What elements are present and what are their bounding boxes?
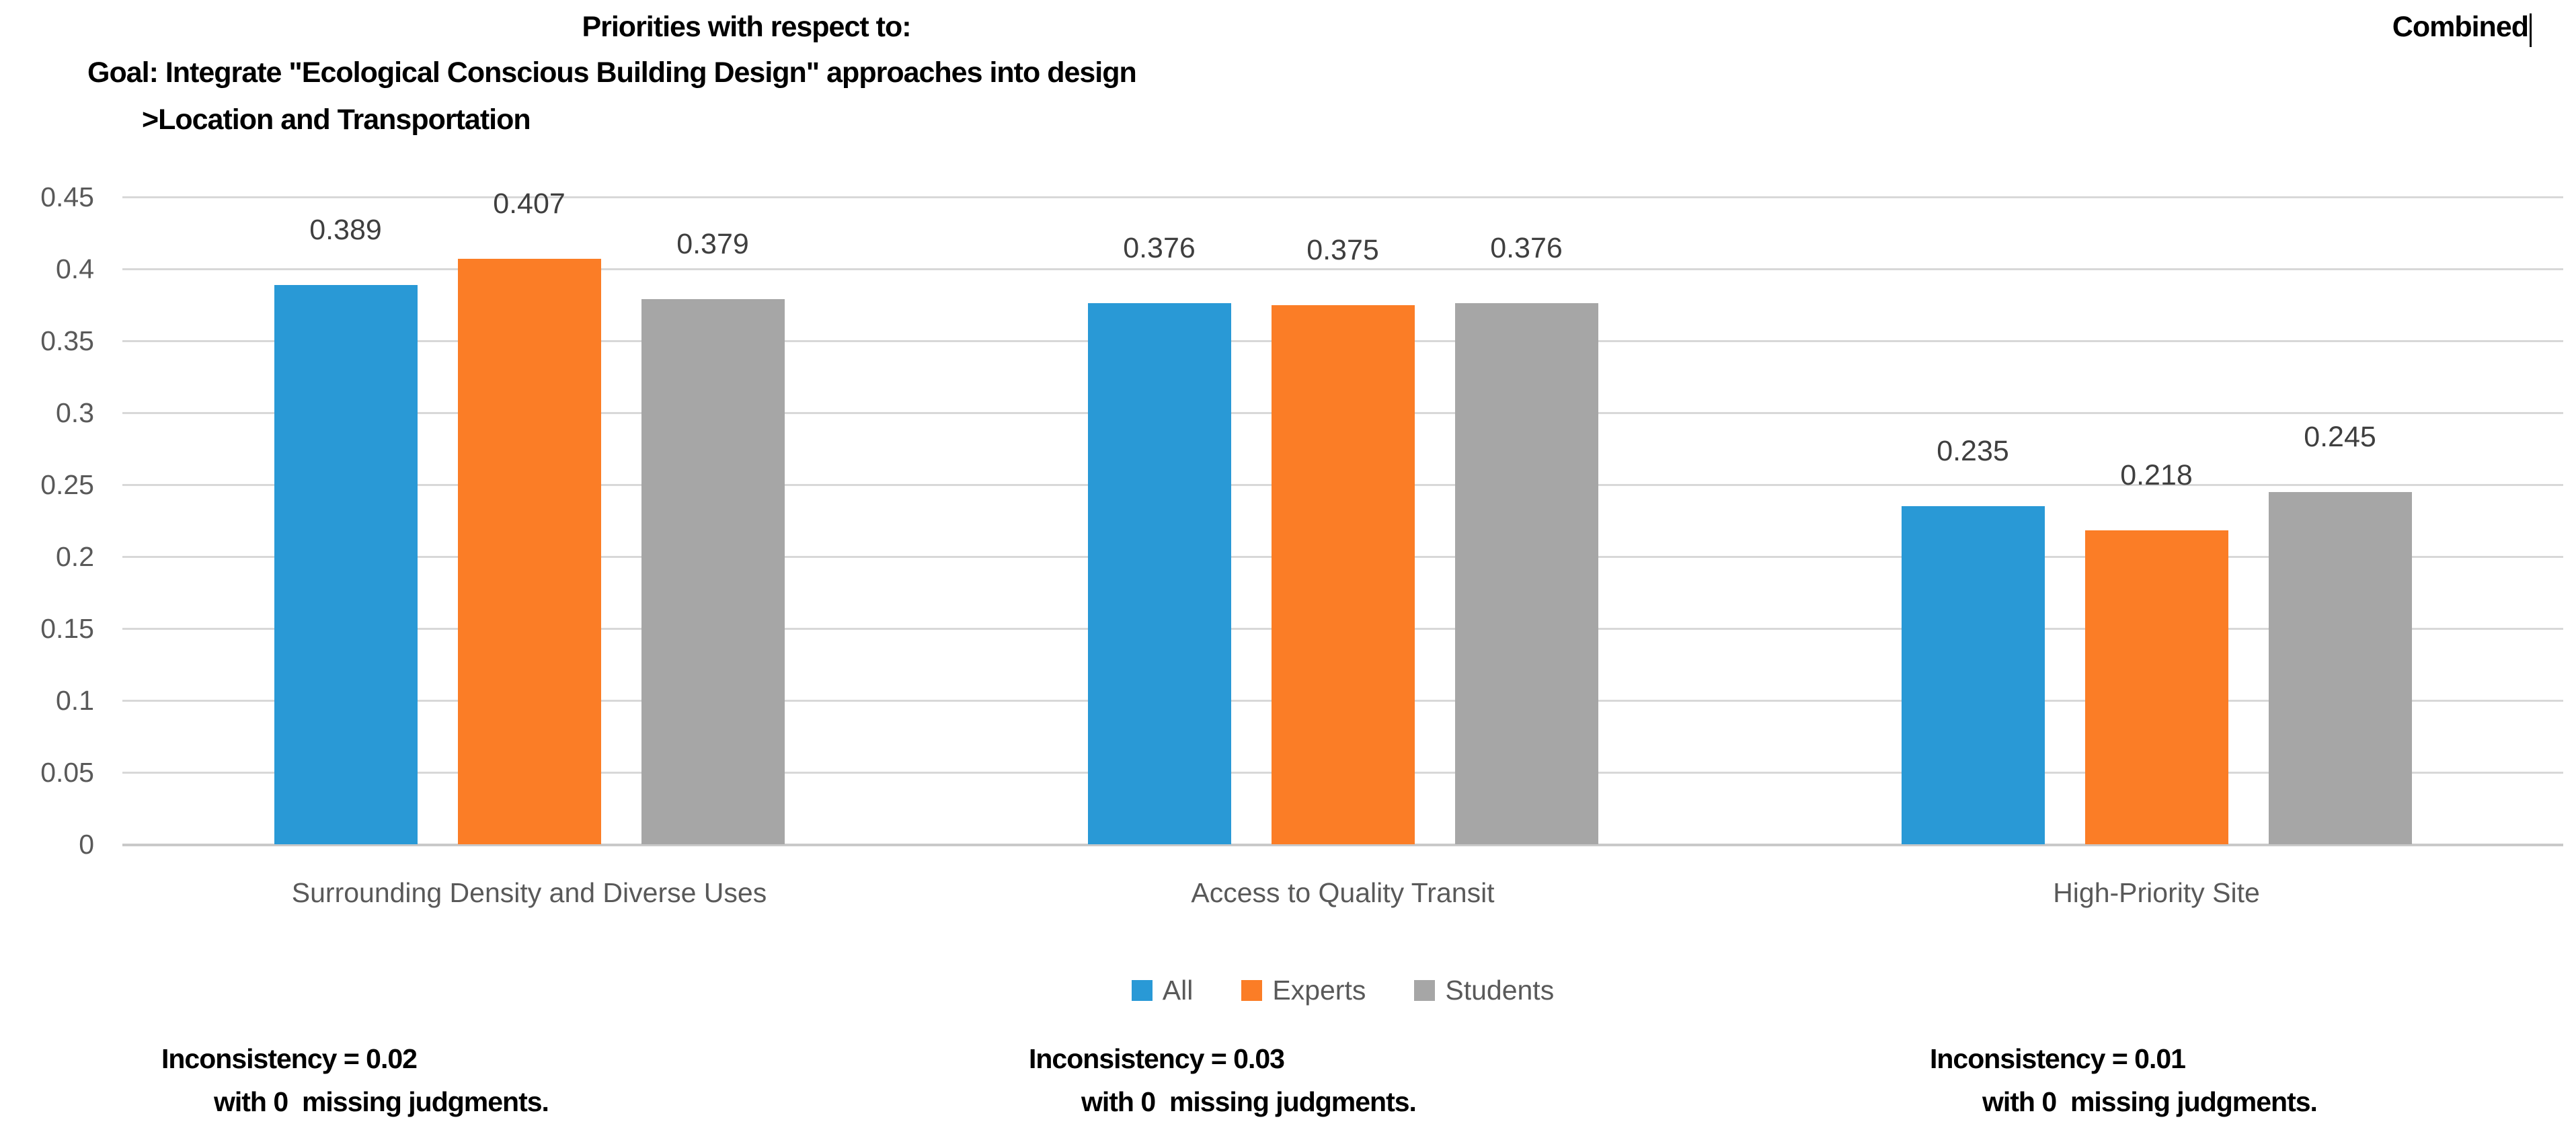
inconsistency-note: Inconsistency = 0.03 with 0 missing judgm…: [1029, 1043, 1417, 1118]
legend-label: Students: [1445, 975, 1555, 1006]
y-axis-tick-label: 0.45: [40, 181, 94, 212]
data-label: 0.245: [2304, 421, 2376, 453]
data-label: 0.375: [1306, 234, 1379, 266]
legend: All Experts Students: [122, 975, 2563, 1006]
data-label: 0.376: [1123, 232, 1196, 264]
legend-marker-icon: [1131, 980, 1153, 1001]
data-label: 0.389: [309, 214, 382, 246]
legend-marker-icon: [1414, 980, 1436, 1001]
chart-goal-line: Goal: Integrate "Ecological Conscious Bu…: [87, 56, 1137, 89]
data-label: 0.218: [2120, 459, 2193, 491]
gridline: [122, 844, 2563, 846]
legend-marker-icon: [1241, 980, 1263, 1001]
data-label: 0.235: [1937, 435, 2009, 467]
bar-students: [2269, 492, 2412, 844]
missing-judgments-text: with 0 missing judgments.: [214, 1086, 549, 1117]
data-label: 0.379: [676, 228, 749, 260]
legend-label: Experts: [1272, 975, 1366, 1006]
y-axis-tick-label: 0.4: [56, 253, 94, 284]
bar-all: [1088, 303, 1231, 844]
y-axis-tick-label: 0.35: [40, 325, 94, 356]
y-axis-tick-label: 0.25: [40, 469, 94, 500]
y-axis-tick-label: 0.2: [56, 541, 94, 572]
category-label: High-Priority Site: [2053, 877, 2260, 908]
chart-subcriterion-line: >Location and Transportation: [142, 104, 531, 136]
bar-students: [641, 299, 785, 844]
y-axis-tick-label: 0.3: [56, 397, 94, 428]
category-label: Surrounding Density and Diverse Uses: [291, 877, 767, 908]
legend-item-all: All: [1131, 975, 1194, 1006]
bar-experts: [2085, 530, 2228, 844]
missing-judgments-text: with 0 missing judgments.: [1081, 1086, 1417, 1117]
y-axis-tick-label: 0.1: [56, 685, 94, 716]
legend-item-students: Students: [1414, 975, 1554, 1006]
inconsistency-value: Inconsistency = 0.03: [1029, 1043, 1285, 1074]
y-axis-tick-label: 0: [79, 829, 94, 860]
data-label: 0.407: [493, 188, 565, 220]
bar-students: [1455, 303, 1598, 844]
missing-judgments-text: with 0 missing judgments.: [1982, 1086, 2318, 1117]
inconsistency-note: Inconsistency = 0.02 with 0 missing judgm…: [161, 1043, 549, 1118]
data-label: 0.376: [1490, 232, 1563, 264]
category-label: Access to Quality Transit: [1191, 877, 1495, 908]
combined-label: Combined: [2392, 11, 2529, 43]
bar-experts: [1272, 305, 1415, 844]
bar-experts: [458, 259, 601, 844]
legend-item-experts: Experts: [1241, 975, 1366, 1006]
inconsistency-note: Inconsistency = 0.01 with 0 missing judgm…: [1930, 1043, 2318, 1118]
bar-all: [1902, 506, 2045, 844]
legend-label: All: [1162, 975, 1194, 1006]
text-cursor: [2530, 13, 2532, 47]
inconsistency-value: Inconsistency = 0.01: [1930, 1043, 2186, 1074]
inconsistency-value: Inconsistency = 0.02: [161, 1043, 418, 1074]
chart-title: Priorities with respect to:: [582, 11, 911, 43]
y-axis-tick-label: 0.15: [40, 613, 94, 644]
gridline: [122, 196, 2563, 198]
bar-all: [274, 285, 418, 844]
y-axis-tick-label: 0.05: [40, 757, 94, 788]
gridline: [122, 268, 2563, 270]
